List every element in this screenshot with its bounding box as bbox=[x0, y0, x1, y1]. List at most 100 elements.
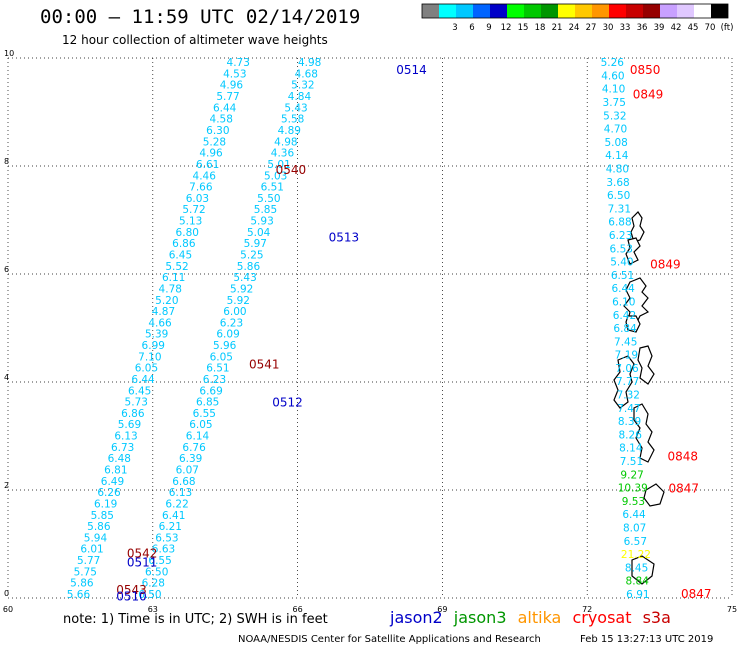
pass-time-label: 0512 bbox=[272, 395, 303, 409]
wave-height-label: 4.46 bbox=[193, 170, 217, 182]
color-swatch bbox=[541, 4, 558, 18]
wave-height-label: 5.50 bbox=[257, 193, 280, 205]
wave-height-label: 6.53 bbox=[155, 532, 178, 544]
satellite-legend: jason2 jason3 altika cryosat s3a bbox=[390, 608, 677, 627]
wave-height-label: 5.94 bbox=[84, 532, 108, 544]
wave-height-label: 5.69 bbox=[118, 419, 141, 431]
wave-height-label: 6.55 bbox=[193, 408, 216, 420]
color-swatch bbox=[439, 4, 456, 18]
color-swatch bbox=[660, 4, 677, 18]
wave-height-label: 5.20 bbox=[155, 295, 178, 307]
wave-height-label: 7.77 bbox=[616, 376, 639, 388]
wave-height-label: 6.57 bbox=[624, 536, 647, 548]
wave-height-label: 8.26 bbox=[619, 429, 643, 441]
pass-time-label: 0514 bbox=[396, 63, 427, 77]
color-scale-label: 33 bbox=[620, 23, 631, 33]
wave-height-label: 5.08 bbox=[604, 137, 627, 149]
pass-time-label: 0542 bbox=[127, 547, 158, 561]
plot-grid bbox=[7, 57, 733, 599]
wave-height-label: 6.85 bbox=[196, 397, 219, 409]
wave-height-label: 6.68 bbox=[172, 476, 195, 488]
color-swatch bbox=[524, 4, 541, 18]
island-outlines bbox=[613, 211, 665, 585]
wave-height-label: 4.14 bbox=[605, 150, 629, 162]
wave-height-label: 7.31 bbox=[608, 203, 631, 215]
wave-height-label: 6.26 bbox=[97, 487, 121, 499]
wave-height-label: 6.23 bbox=[203, 374, 226, 386]
color-scale-bar: 3 6 9 12 15 18 21 24 27 30 33 36 39 42 45 70 (ft) bbox=[421, 3, 733, 33]
color-swatch bbox=[558, 4, 575, 18]
wave-height-label: 6.45 bbox=[128, 385, 151, 397]
wave-height-label: 5.97 bbox=[244, 238, 267, 250]
wave-height-label: 4.53 bbox=[223, 68, 246, 80]
wave-height-label: 6.10 bbox=[612, 296, 635, 308]
color-swatch bbox=[694, 4, 711, 18]
color-swatch bbox=[711, 4, 728, 18]
pass-time-label: 0847 bbox=[668, 482, 699, 496]
wave-height-label: 7.47 bbox=[617, 403, 640, 415]
wave-height-label: 6.80 bbox=[176, 227, 199, 239]
color-scale-label: 21 bbox=[552, 23, 563, 33]
island-outline bbox=[631, 555, 655, 585]
wave-height-label: 4.87 bbox=[152, 306, 175, 318]
island-outline bbox=[623, 277, 650, 325]
color-scale-label: 42 bbox=[671, 23, 682, 33]
island-outline bbox=[637, 345, 655, 385]
island-outline bbox=[643, 483, 665, 507]
pass-time-label: 0511 bbox=[127, 556, 158, 570]
y-tick-label: 8 bbox=[4, 157, 9, 166]
wave-height-label: 6.13 bbox=[169, 487, 192, 499]
wave-height-label: 6.05 bbox=[189, 419, 212, 431]
color-scale-label: 30 bbox=[603, 23, 614, 33]
wave-height-label: 5.40 bbox=[610, 257, 633, 269]
y-tick-label: 10 bbox=[4, 49, 14, 58]
wave-height-label: 5.77 bbox=[216, 91, 239, 103]
wave-height-label: 6.55 bbox=[148, 555, 171, 567]
color-swatch bbox=[507, 4, 524, 18]
wave-height-label: 4.89 bbox=[278, 125, 301, 137]
pass-time-label: 0850 bbox=[630, 63, 661, 77]
y-tick-label: 6 bbox=[4, 265, 9, 274]
legend-s3a: s3a bbox=[642, 608, 671, 627]
wave-height-label: 21.22 bbox=[621, 549, 651, 561]
wave-height-label: 6.99 bbox=[142, 340, 165, 352]
wave-height-label: 6.45 bbox=[169, 249, 192, 261]
color-swatch bbox=[422, 4, 439, 18]
wave-height-label: 6.44 bbox=[611, 283, 635, 295]
wave-height-label: 6.86 bbox=[121, 408, 145, 420]
wave-height-label: 4.36 bbox=[271, 148, 295, 160]
wave-height-label: 6.61 bbox=[196, 159, 219, 171]
units-note: note: 1) Time is in UTC; 2) SWH is in fe… bbox=[63, 612, 328, 627]
x-tick-label: 72 bbox=[582, 605, 592, 614]
color-scale-label: 9 bbox=[486, 23, 491, 33]
credit-line: NOAA/NESDIS Center for Satellite Applica… bbox=[238, 634, 541, 645]
color-scale-label: 36 bbox=[637, 23, 648, 33]
wave-height-label: 4.60 bbox=[601, 70, 624, 82]
wave-height-label: 5.86 bbox=[87, 521, 111, 533]
pass-time-label: 0541 bbox=[249, 358, 280, 372]
pass-time-label: 0848 bbox=[667, 449, 698, 463]
color-scale-label: 15 bbox=[518, 23, 529, 33]
chart-title: 00:00 – 11:59 UTC 02/14/2019 bbox=[40, 6, 361, 28]
wave-height-label: 8.14 bbox=[619, 443, 643, 455]
axis-ticks: 60 63 66 69 72 75 0 2 4 6 8 10 bbox=[3, 49, 737, 614]
wave-height-label: 7.66 bbox=[189, 182, 213, 194]
wave-height-label: 4.68 bbox=[295, 68, 318, 80]
wave-height-label: 5.52 bbox=[165, 261, 188, 273]
wave-height-label: 4.10 bbox=[602, 84, 625, 96]
wave-height-label: 6.69 bbox=[199, 385, 222, 397]
wave-height-label: 4.96 bbox=[199, 148, 223, 160]
y-tick-label: 2 bbox=[4, 481, 9, 490]
wave-height-label: 6.50 bbox=[607, 190, 630, 202]
wave-height-label: 4.78 bbox=[159, 283, 182, 295]
wave-height-label: 7.10 bbox=[138, 351, 161, 363]
wave-height-label: 6.76 bbox=[182, 442, 206, 454]
wave-height-label: 8.39 bbox=[618, 416, 641, 428]
wave-height-label: 7.06 bbox=[615, 363, 639, 375]
wave-height-label: 5.25 bbox=[240, 249, 263, 261]
wave-height-label: 6.14 bbox=[186, 431, 210, 443]
wave-height-label: 6.44 bbox=[622, 509, 646, 521]
x-tick-label: 60 bbox=[3, 605, 13, 614]
wave-height-label: 7.45 bbox=[614, 336, 637, 348]
